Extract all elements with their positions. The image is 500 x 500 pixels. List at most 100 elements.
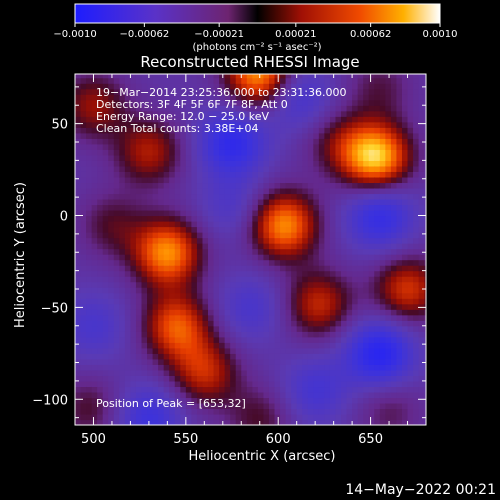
heatmap-cell — [401, 160, 409, 167]
heatmap-cell — [97, 215, 104, 222]
heatmap-cell — [163, 347, 170, 354]
heatmap-cell — [263, 110, 270, 117]
heatmap-cell — [302, 171, 309, 178]
heatmap-cell — [318, 314, 325, 321]
heatmap-cell — [213, 121, 220, 128]
heatmap-cell — [324, 419, 331, 425]
heatmap-cell — [418, 127, 425, 134]
heatmap-cell — [252, 110, 259, 117]
heatmap-cell — [335, 187, 342, 195]
heatmap-cell — [224, 292, 231, 299]
heatmap-cell — [241, 259, 248, 266]
heatmap-cell — [246, 375, 253, 382]
heatmap-cell — [407, 171, 414, 178]
heatmap-cell — [180, 325, 187, 332]
heatmap-cell — [102, 116, 109, 123]
heatmap-cell — [185, 259, 192, 266]
heatmap-cell — [91, 265, 98, 272]
heatmap-cell — [257, 309, 265, 316]
heatmap-cell — [291, 154, 298, 161]
heatmap-cell — [196, 369, 204, 376]
heatmap-cell — [246, 325, 253, 332]
heatmap-cell — [396, 281, 403, 288]
heatmap-cell — [318, 105, 325, 112]
heatmap-cell — [246, 331, 253, 338]
heatmap-cell — [158, 270, 165, 277]
heatmap-cell — [335, 342, 342, 349]
heatmap-cell — [341, 94, 348, 101]
heatmap-cell — [285, 336, 292, 343]
heatmap-cell — [135, 209, 143, 217]
heatmap-cell — [374, 74, 381, 79]
heatmap-cell — [379, 309, 386, 316]
heatmap-cell — [174, 105, 181, 112]
heatmap-cell — [329, 105, 337, 112]
heatmap-cell — [335, 165, 342, 172]
heatmap-cell — [202, 160, 209, 167]
heatmap-cell — [379, 386, 386, 393]
heatmap-cell — [307, 176, 314, 184]
heatmap-cell — [241, 74, 248, 79]
heatmap-cell — [124, 187, 132, 195]
heatmap-cell — [113, 259, 120, 266]
heatmap-cell — [390, 402, 398, 410]
heatmap-cell — [280, 336, 287, 343]
heatmap-cell — [169, 132, 176, 139]
heatmap-cell — [180, 397, 187, 404]
heatmap-cell — [396, 325, 403, 332]
heatmap-cell — [390, 386, 398, 393]
heatmap-cell — [113, 149, 120, 156]
heatmap-cell — [141, 391, 148, 399]
heatmap-cell — [86, 380, 93, 388]
heatmap-cell — [174, 110, 181, 117]
heatmap-cell — [119, 331, 126, 338]
heatmap-cell — [368, 265, 375, 272]
heatmap-cell — [296, 270, 303, 277]
heatmap-cell — [352, 226, 359, 233]
heatmap-cell — [158, 331, 165, 338]
heatmap-cell — [163, 171, 170, 178]
heatmap-cell — [413, 265, 420, 272]
heatmap-cell — [346, 94, 353, 101]
heatmap-cell — [352, 94, 359, 101]
heatmap-cell — [158, 397, 165, 404]
heatmap-cell — [368, 138, 375, 145]
heatmap-cell — [91, 309, 98, 316]
heatmap-cell — [407, 292, 414, 299]
heatmap-cell — [274, 259, 281, 266]
heatmap-cell — [97, 160, 104, 167]
heatmap-cell — [130, 358, 137, 365]
heatmap-cell — [307, 331, 314, 338]
heatmap-cell — [318, 176, 325, 184]
heatmap-cell — [274, 391, 281, 399]
heatmap-cell — [379, 94, 386, 101]
heatmap-cell — [174, 94, 181, 101]
heatmap-cell — [252, 209, 259, 217]
heatmap-cell — [379, 254, 386, 261]
heatmap-cell — [124, 342, 132, 349]
heatmap-cell — [302, 281, 309, 288]
heatmap-cell — [268, 336, 276, 343]
heatmap-cell — [185, 287, 192, 294]
heatmap-cell — [385, 314, 392, 321]
heatmap-cell — [401, 149, 409, 156]
heatmap-cell — [313, 364, 320, 371]
heatmap-cell — [241, 187, 248, 195]
heatmap-cell — [196, 171, 204, 178]
heatmap-cell — [246, 182, 253, 189]
heatmap-cell — [152, 336, 159, 343]
heatmap-cell — [313, 303, 320, 310]
heatmap-cell — [396, 342, 403, 349]
heatmap-cell — [390, 198, 398, 206]
heatmap-cell — [202, 402, 209, 410]
heatmap-cell — [363, 132, 370, 139]
heatmap-cell — [352, 237, 359, 244]
heatmap-cell — [379, 127, 386, 134]
heatmap-cell — [86, 336, 93, 343]
heatmap-cell — [230, 182, 237, 189]
heatmap-cell — [152, 215, 159, 222]
heatmap-cell — [141, 88, 148, 95]
heatmap-cell — [296, 298, 303, 305]
heatmap-cell — [252, 74, 259, 79]
heatmap-cell — [180, 105, 187, 112]
